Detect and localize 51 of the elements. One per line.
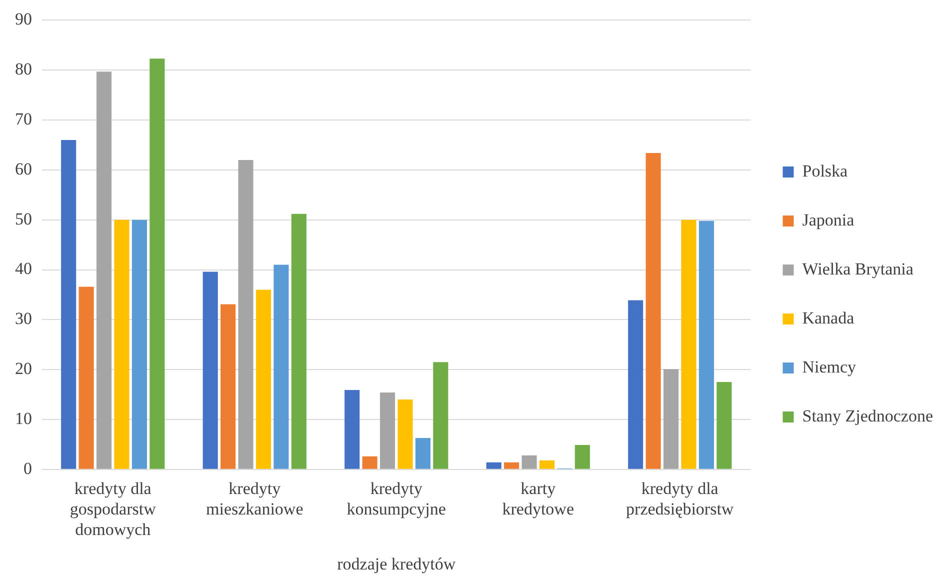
bar	[291, 214, 306, 469]
bar	[362, 456, 378, 469]
bar	[663, 369, 679, 469]
bar	[274, 264, 289, 469]
x-tick-label: kredyty dla przedsiębiorstw	[626, 479, 734, 518]
bar	[61, 140, 76, 469]
y-tick-label: 30	[15, 309, 32, 328]
bar	[344, 390, 360, 469]
bar	[646, 152, 661, 469]
x-tick-label: kredyty dla gospodarstw domowych	[70, 479, 157, 539]
legend-label: Wielka Brytania	[802, 259, 914, 278]
legend-label: Japonia	[802, 210, 855, 230]
bar	[132, 220, 147, 469]
bar	[681, 220, 696, 469]
bar	[220, 304, 236, 469]
y-tick-label: 40	[15, 259, 32, 278]
y-tick-label: 10	[15, 408, 32, 428]
bar	[238, 160, 254, 469]
x-tick-label: karty kredytowe	[502, 479, 574, 518]
bar	[398, 400, 413, 469]
bar	[504, 462, 520, 469]
bar	[716, 382, 732, 469]
y-tick-label: 90	[15, 10, 32, 29]
legend-label: Stany Zjednoczone	[802, 406, 934, 426]
bar	[522, 455, 537, 469]
bar	[433, 362, 448, 469]
y-tick-label: 50	[15, 209, 32, 228]
bar	[698, 220, 714, 469]
legend-label: Polska	[802, 161, 848, 180]
bar	[628, 300, 644, 469]
y-tick-label: 80	[15, 60, 32, 79]
bar	[202, 272, 218, 469]
legend-label: Kanada	[802, 308, 855, 328]
bar	[96, 72, 112, 469]
x-tick-label: kredyty konsumpcyjne	[346, 479, 446, 518]
y-tick-label: 0	[24, 458, 32, 478]
bar	[256, 290, 272, 469]
y-tick-label: 20	[15, 359, 32, 378]
bar	[415, 438, 430, 469]
x-tick-label: kredyty mieszkaniowe	[206, 479, 304, 518]
bar	[114, 220, 130, 469]
bar	[78, 286, 94, 469]
legend-label: Niemcy	[802, 357, 857, 376]
bar	[574, 444, 590, 469]
x-axis-title: rodzaje kredytów	[337, 554, 456, 574]
bar	[150, 58, 165, 469]
bar	[539, 460, 555, 469]
bar	[486, 462, 502, 469]
y-tick-label: 70	[15, 109, 32, 128]
y-tick-label: 60	[15, 159, 32, 178]
bar	[380, 392, 396, 469]
